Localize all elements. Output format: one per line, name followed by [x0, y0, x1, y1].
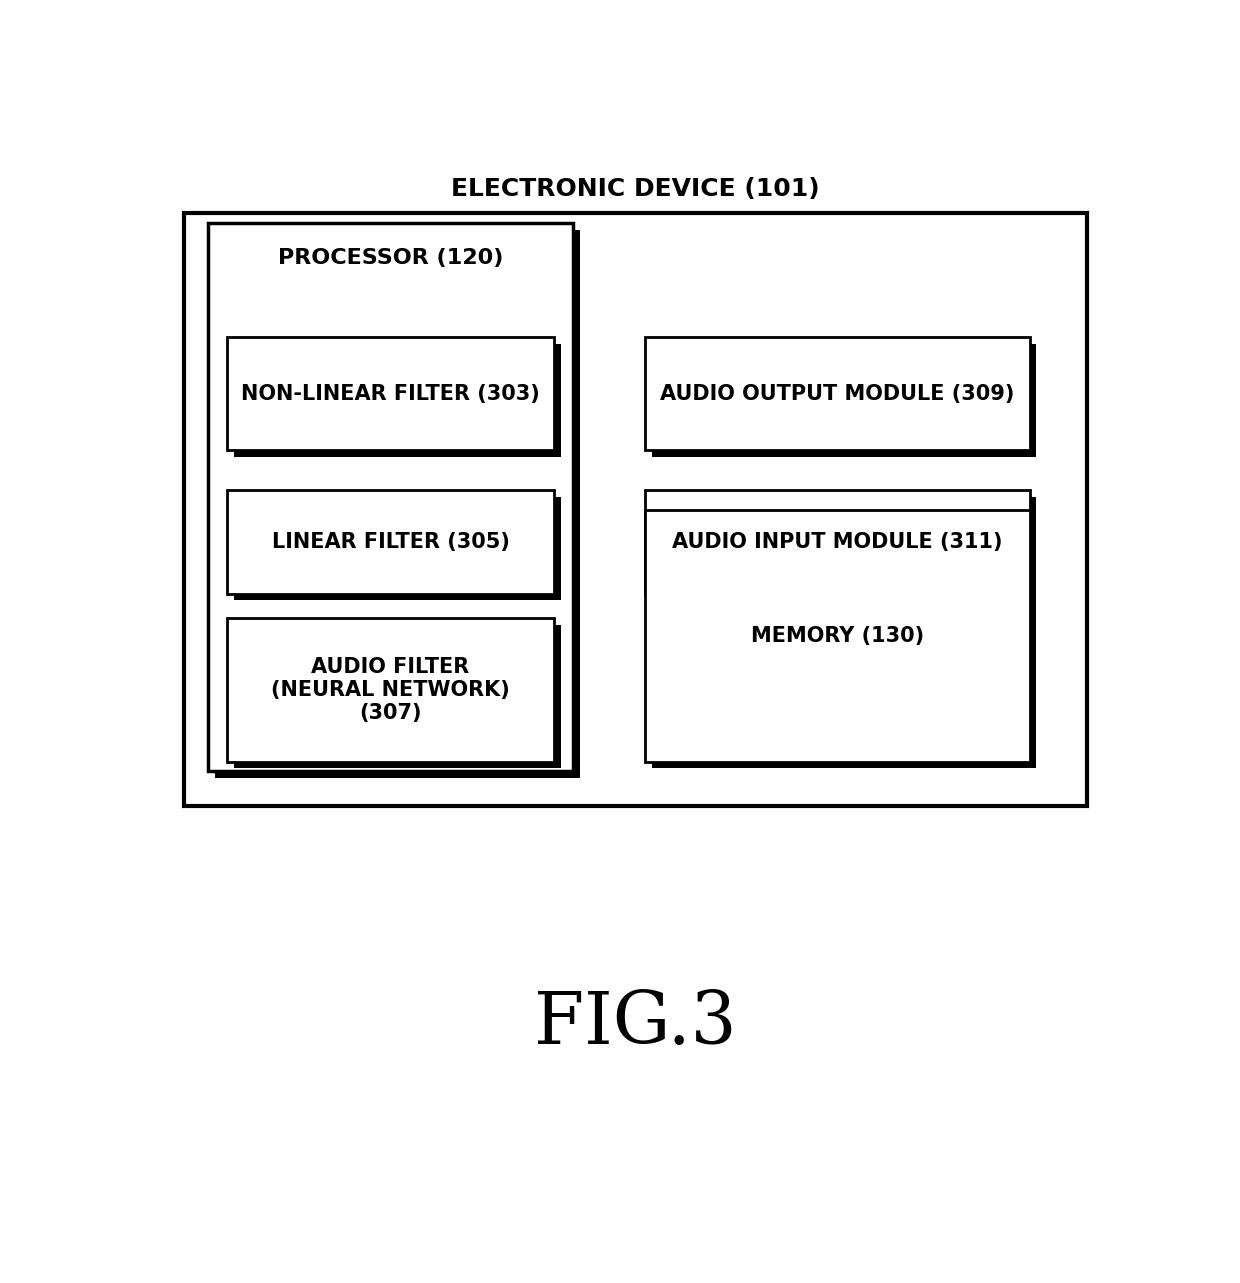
Bar	[234, 497, 560, 600]
Bar	[234, 344, 560, 457]
Bar	[208, 223, 573, 771]
Text: NON-LINEAR FILTER (303): NON-LINEAR FILTER (303)	[241, 384, 539, 404]
Text: FIG.3: FIG.3	[534, 988, 737, 1058]
Bar	[227, 490, 554, 594]
Bar	[227, 336, 554, 450]
Bar	[645, 336, 1029, 450]
Bar	[652, 344, 1037, 457]
Bar	[184, 213, 1087, 806]
Text: LINEAR FILTER (305): LINEAR FILTER (305)	[272, 531, 510, 552]
Text: MEMORY (130): MEMORY (130)	[750, 626, 924, 645]
Text: ELECTRONIC DEVICE (101): ELECTRONIC DEVICE (101)	[451, 177, 820, 200]
Bar	[215, 230, 580, 779]
Bar	[645, 509, 1029, 762]
Bar	[227, 618, 554, 762]
Text: AUDIO OUTPUT MODULE (309): AUDIO OUTPUT MODULE (309)	[660, 384, 1014, 404]
Bar	[652, 497, 1037, 600]
Bar	[652, 517, 1037, 769]
Bar	[645, 490, 1029, 594]
Text: AUDIO INPUT MODULE (311): AUDIO INPUT MODULE (311)	[672, 531, 1003, 552]
Text: AUDIO FILTER
(NEURAL NETWORK)
(307): AUDIO FILTER (NEURAL NETWORK) (307)	[272, 657, 510, 724]
Text: PROCESSOR (120): PROCESSOR (120)	[278, 248, 503, 268]
Bar	[234, 625, 560, 769]
